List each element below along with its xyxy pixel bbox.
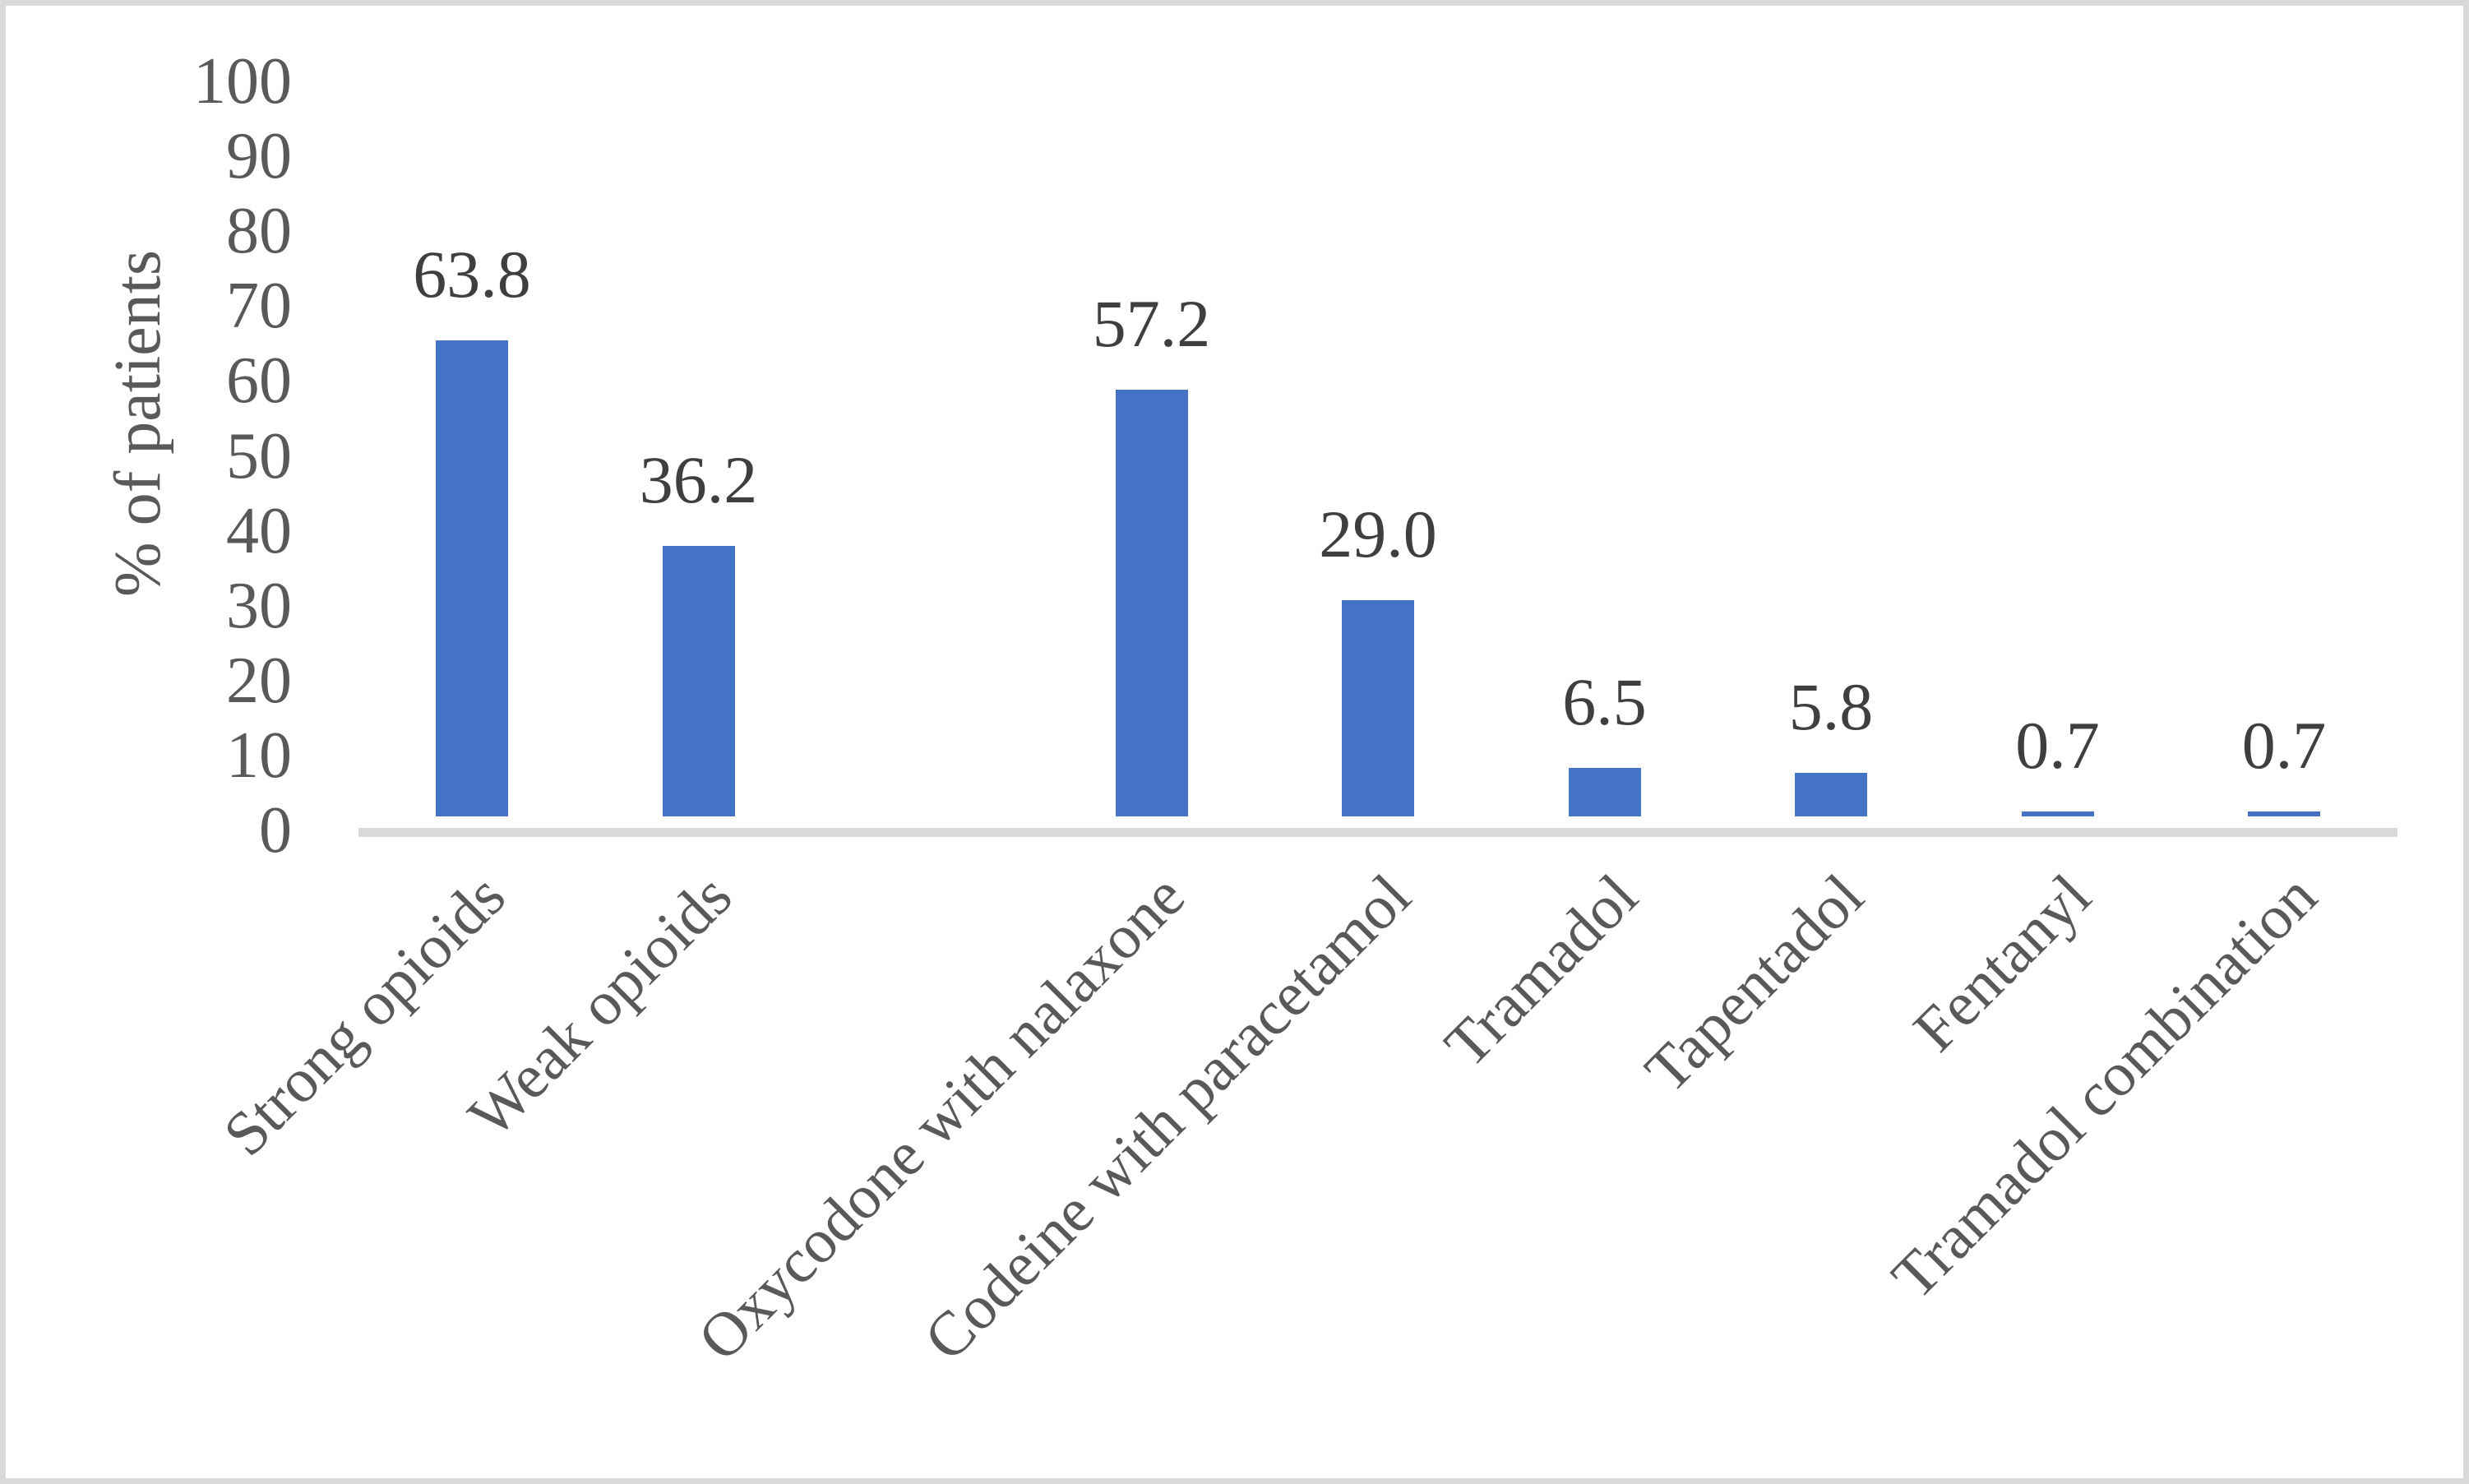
bar [2248,811,2320,816]
y-tick-label: 80 [226,195,292,268]
y-tick-label: 100 [193,45,292,118]
y-tick-label: 20 [226,644,292,717]
y-tick-label: 0 [259,794,292,867]
y-tick-label: 30 [226,569,292,642]
value-label: 6.5 [1562,664,1647,739]
bar [1795,773,1867,816]
bar [662,546,735,816]
bar [1342,600,1414,816]
x-category-label: Fentanyl [1900,861,2104,1066]
y-tick-label: 90 [226,120,292,193]
y-tick-label: 70 [226,270,292,343]
y-tick-label: 50 [226,419,292,492]
y-tick-label: 10 [226,719,292,792]
value-label: 36.2 [639,442,758,517]
x-category-label: Tramadol combination [1879,861,2330,1313]
value-label: 29.0 [1319,497,1437,571]
x-category-label: Tapentadol [1632,861,1877,1106]
plot-area: % of patients 0 10 20 30 40 50 60 70 80 90 100 63.8… [6,6,2463,1478]
x-category-label: Tramadol [1431,861,1651,1080]
value-label: 0.7 [2241,708,2327,783]
bar [436,340,508,816]
bar [2021,811,2094,816]
value-label: 63.8 [413,237,531,312]
value-label: 5.8 [1788,669,1874,744]
x-category-label: Strong opioids [210,861,518,1169]
value-label: 0.7 [2015,708,2100,783]
x-axis-line [358,828,2397,837]
y-tick-label: 40 [226,494,292,567]
bar [1115,390,1188,816]
y-tick-label: 60 [226,344,292,418]
bar [1568,768,1641,816]
value-label: 57.2 [1092,286,1211,361]
